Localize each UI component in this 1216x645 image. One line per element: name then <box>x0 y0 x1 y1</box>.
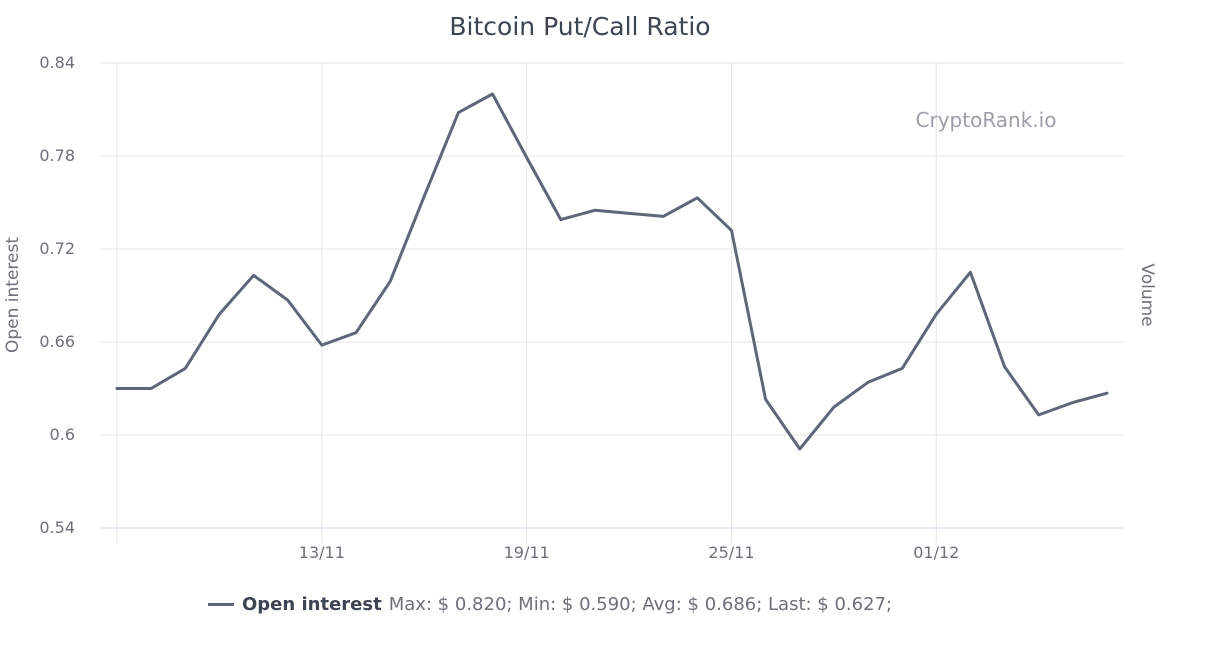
data-point[interactable] <box>762 395 770 403</box>
data-point[interactable] <box>1035 411 1043 419</box>
data-point[interactable] <box>693 194 701 202</box>
data-point[interactable] <box>352 329 360 337</box>
data-point[interactable] <box>318 341 326 349</box>
data-point[interactable] <box>966 268 974 276</box>
data-point[interactable] <box>250 271 258 279</box>
data-point[interactable] <box>1069 398 1077 406</box>
watermark: CryptoRank.io <box>916 108 1057 132</box>
legend-swatch <box>208 603 234 606</box>
data-point[interactable] <box>1103 389 1111 397</box>
x-tick-label: 25/11 <box>708 543 754 562</box>
data-point[interactable] <box>727 226 735 234</box>
data-point[interactable] <box>932 310 940 318</box>
data-point[interactable] <box>113 385 121 393</box>
data-point[interactable] <box>557 216 565 224</box>
data-point[interactable] <box>147 385 155 393</box>
legend-series-name: Open interest <box>242 594 382 615</box>
data-point[interactable] <box>830 403 838 411</box>
x-tick-label: 01/12 <box>913 543 959 562</box>
data-point[interactable] <box>215 310 223 318</box>
data-point[interactable] <box>659 212 667 220</box>
data-point[interactable] <box>625 209 633 217</box>
y-tick-label: 0.54 <box>39 518 75 537</box>
x-tick-label: 19/11 <box>504 543 550 562</box>
legend[interactable]: Open interest Max: $ 0.820; Min: $ 0.590… <box>208 594 892 615</box>
data-point[interactable] <box>523 154 531 162</box>
data-point[interactable] <box>181 364 189 372</box>
x-axis-ticks: 13/11 19/11 25/11 01/12 <box>299 543 960 562</box>
data-point[interactable] <box>591 206 599 214</box>
data-point[interactable] <box>796 445 804 453</box>
grid <box>100 62 1124 543</box>
series-line[interactable] <box>115 92 1109 451</box>
data-point[interactable] <box>420 192 428 200</box>
y-tick-label: 0.6 <box>50 425 75 444</box>
legend-stats: Max: $ 0.820; Min: $ 0.590; Avg: $ 0.686… <box>388 594 893 615</box>
data-point[interactable] <box>898 364 906 372</box>
data-point[interactable] <box>454 109 462 117</box>
chart-title: Bitcoin Put/Call Ratio <box>449 12 710 41</box>
y-tick-label: 0.72 <box>39 239 75 258</box>
y-tick-label: 0.66 <box>39 332 75 351</box>
y-axis-title-right: Volume <box>1137 263 1157 326</box>
data-point[interactable] <box>864 378 872 386</box>
series-layer <box>113 90 1111 453</box>
x-tick-label: 13/11 <box>299 543 345 562</box>
y-axis-ticks: 0.84 0.78 0.72 0.66 0.6 0.54 <box>39 53 75 537</box>
y-tick-label: 0.78 <box>39 146 75 165</box>
data-point[interactable] <box>284 296 292 304</box>
data-point[interactable] <box>386 278 394 286</box>
y-tick-label: 0.84 <box>39 53 75 72</box>
y-axis-title-left: Open interest <box>3 237 23 353</box>
data-point[interactable] <box>489 90 497 98</box>
data-point[interactable] <box>1001 363 1009 371</box>
